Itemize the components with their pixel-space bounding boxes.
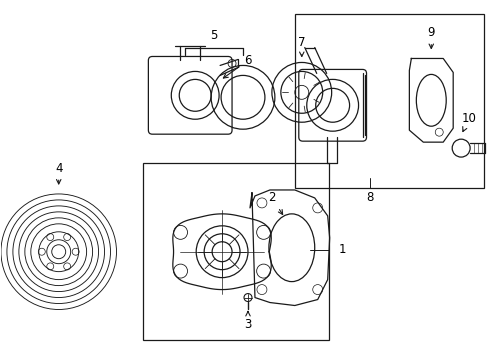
Text: 2: 2 [268, 192, 283, 215]
Bar [144, 163, 329, 340]
Text: 8: 8 [366, 192, 373, 204]
Text: 9: 9 [428, 26, 435, 49]
Text: 7: 7 [298, 36, 306, 57]
Text: 1: 1 [339, 243, 346, 256]
Text: 10: 10 [462, 112, 477, 131]
Bar [295, 14, 484, 188]
Text: 4: 4 [55, 162, 62, 184]
Text: 5: 5 [210, 29, 218, 42]
Text: 6: 6 [223, 54, 252, 78]
Text: 3: 3 [245, 311, 252, 331]
